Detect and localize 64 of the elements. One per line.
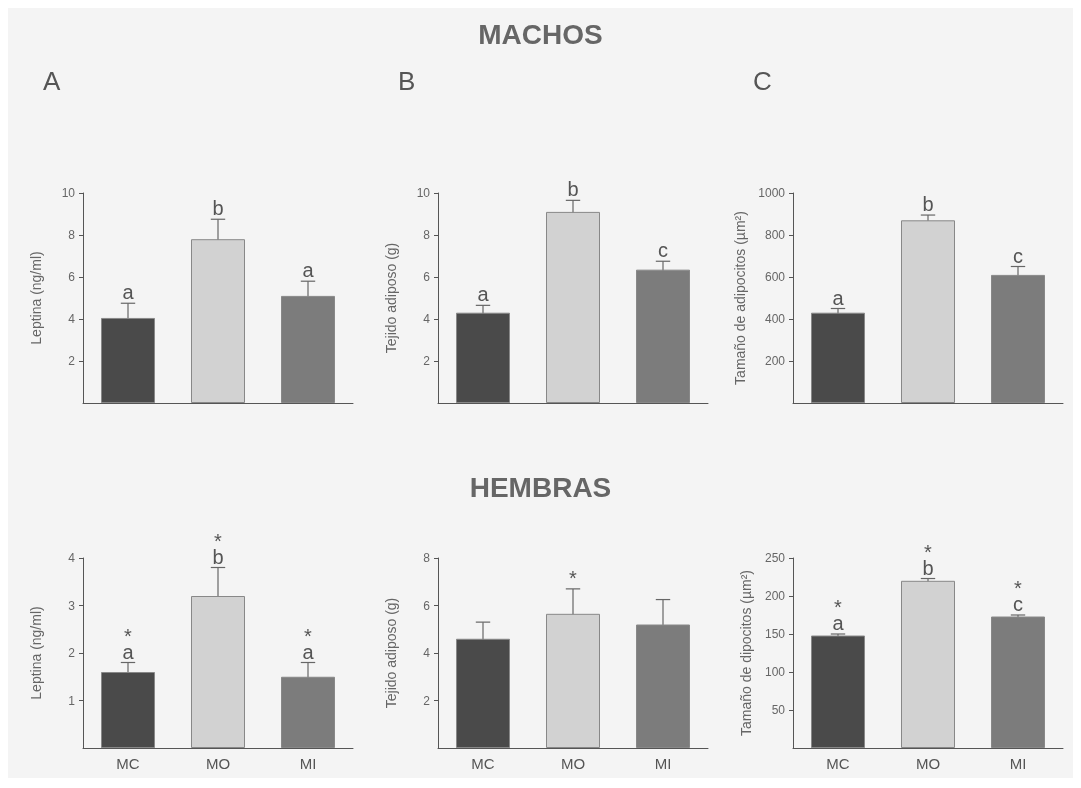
y-tick-label: 400 [764,312,786,326]
x-tick-label: MI [654,755,672,772]
y-tick-label: 2 [68,646,76,660]
chart-title: B [398,66,416,96]
y-tick-label: 600 [764,270,786,284]
y-tick-label: 10 [416,186,431,200]
x-tick-label: MI [299,755,317,772]
annotation: b [212,197,224,220]
annotation: b [567,178,579,201]
y-tick-label: 250 [764,551,786,565]
y-axis-title: Tamaño de dipocitos (µm²) [738,569,754,737]
y-tick-label: 1 [68,693,76,708]
y-tick-label: 100 [764,665,786,679]
y-tick-label: 4 [68,312,76,326]
y-tick-label: 200 [764,589,786,603]
y-tick-label: 6 [423,598,431,613]
x-tick-label: MO [205,755,231,772]
x-tick-label: MC [116,755,140,772]
y-tick-label: 2 [423,354,431,368]
annotation: * [569,566,578,589]
y-tick-label: 800 [764,228,786,242]
annotation: a [302,259,315,282]
y-tick-label: 150 [764,627,786,641]
annotation: * a [832,596,845,634]
x-tick-label: MO [560,755,586,772]
y-tick-label: 10 [61,186,76,200]
y-tick-label: 2 [68,354,76,368]
y-tick-label: 8 [423,551,431,565]
x-tick-label: MC [826,755,850,772]
y-tick-label: 6 [68,270,76,284]
x-tick-label: MC [471,755,495,772]
y-axis-title: Leptina (ng/ml) [28,251,44,345]
y-tick-label: 2 [423,693,431,708]
y-tick-label: 200 [764,354,786,368]
y-tick-label: 4 [423,646,431,660]
chart-title: A [43,66,61,96]
annotation: * c [1013,577,1023,615]
annotation: a [122,281,135,304]
annotation: b [922,193,934,216]
annotation: * b [212,529,224,568]
x-tick-label: MI [1009,755,1027,772]
y-axis-title: Tamaño de adipocitos (µm²) [732,211,749,385]
y-tick-label: 50 [771,703,786,717]
chart-title: C [753,66,772,96]
annotation: * a [302,624,315,663]
annotation: * b [922,540,934,579]
y-tick-label: 1000 [758,186,786,200]
text: MACHOS [478,18,603,50]
x-tick-label: MO [915,755,941,772]
y-axis-title: Leptina (ng/ml) [28,606,44,700]
annotation: a [832,286,845,309]
y-axis-title: Tejido adiposo (g) [383,597,399,709]
y-tick-label: 3 [68,598,76,613]
annotation: c [658,239,668,262]
text: HEMBRAS [469,471,612,503]
y-tick-label: 4 [68,551,76,565]
y-tick-label: 8 [423,228,431,242]
annotation: a [477,283,490,306]
annotation: * a [122,624,135,663]
y-tick-label: 8 [68,228,76,242]
y-tick-label: 4 [423,312,431,326]
y-axis-title: Tejido adiposo (g) [383,242,399,354]
y-tick-label: 6 [423,270,431,284]
annotation: c [1013,244,1023,267]
